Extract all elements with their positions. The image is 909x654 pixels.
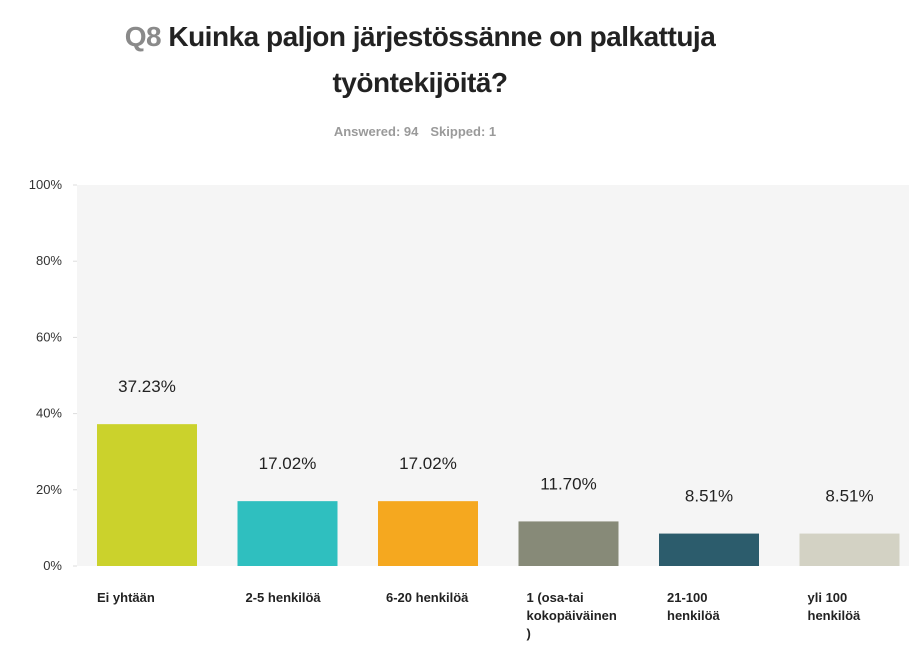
x-tick-label: yli 100 henkilöä: [807, 590, 861, 623]
value-label: 8.51%: [825, 487, 873, 506]
question-number: Q8: [124, 21, 162, 52]
x-tick-label: 2-5 henkilöä: [245, 590, 321, 605]
x-tick-label: 6-20 henkilöä: [386, 590, 469, 605]
y-tick-label: 0%: [43, 558, 62, 573]
x-tick-label: 21-100 henkilöä: [667, 590, 720, 623]
y-tick-label: 40%: [36, 406, 62, 421]
subtitle: Answered: 94 Skipped: 1: [0, 124, 830, 139]
x-tick-label: 1 (osa-tai kokopäiväinen): [526, 590, 617, 641]
value-label: 17.02%: [259, 454, 317, 473]
bar: [237, 501, 338, 566]
x-tick-label: Ei yhtään: [97, 590, 155, 605]
skipped: Skipped: 1: [430, 124, 497, 139]
value-label: 11.70%: [540, 474, 596, 493]
y-tick-label: 60%: [36, 329, 62, 344]
bar: [97, 424, 197, 566]
bar: [799, 533, 900, 566]
y-tick-label: 20%: [36, 482, 62, 497]
value-label: 17.02%: [399, 454, 457, 473]
bar: [659, 533, 759, 566]
plot-background: [77, 185, 909, 566]
y-tick-label: 100%: [29, 177, 63, 192]
answered: Answered: 94: [333, 124, 419, 139]
value-label: 37.23%: [118, 377, 176, 396]
bar: [518, 521, 619, 566]
title-text: Kuinka paljon järjestössänne on palkattu…: [168, 21, 716, 98]
value-label: 8.51%: [685, 487, 733, 506]
y-tick-label: 80%: [36, 253, 62, 268]
bar: [378, 501, 478, 566]
chart-title: Q8 Kuinka paljon järjestössänne on palka…: [110, 14, 730, 106]
